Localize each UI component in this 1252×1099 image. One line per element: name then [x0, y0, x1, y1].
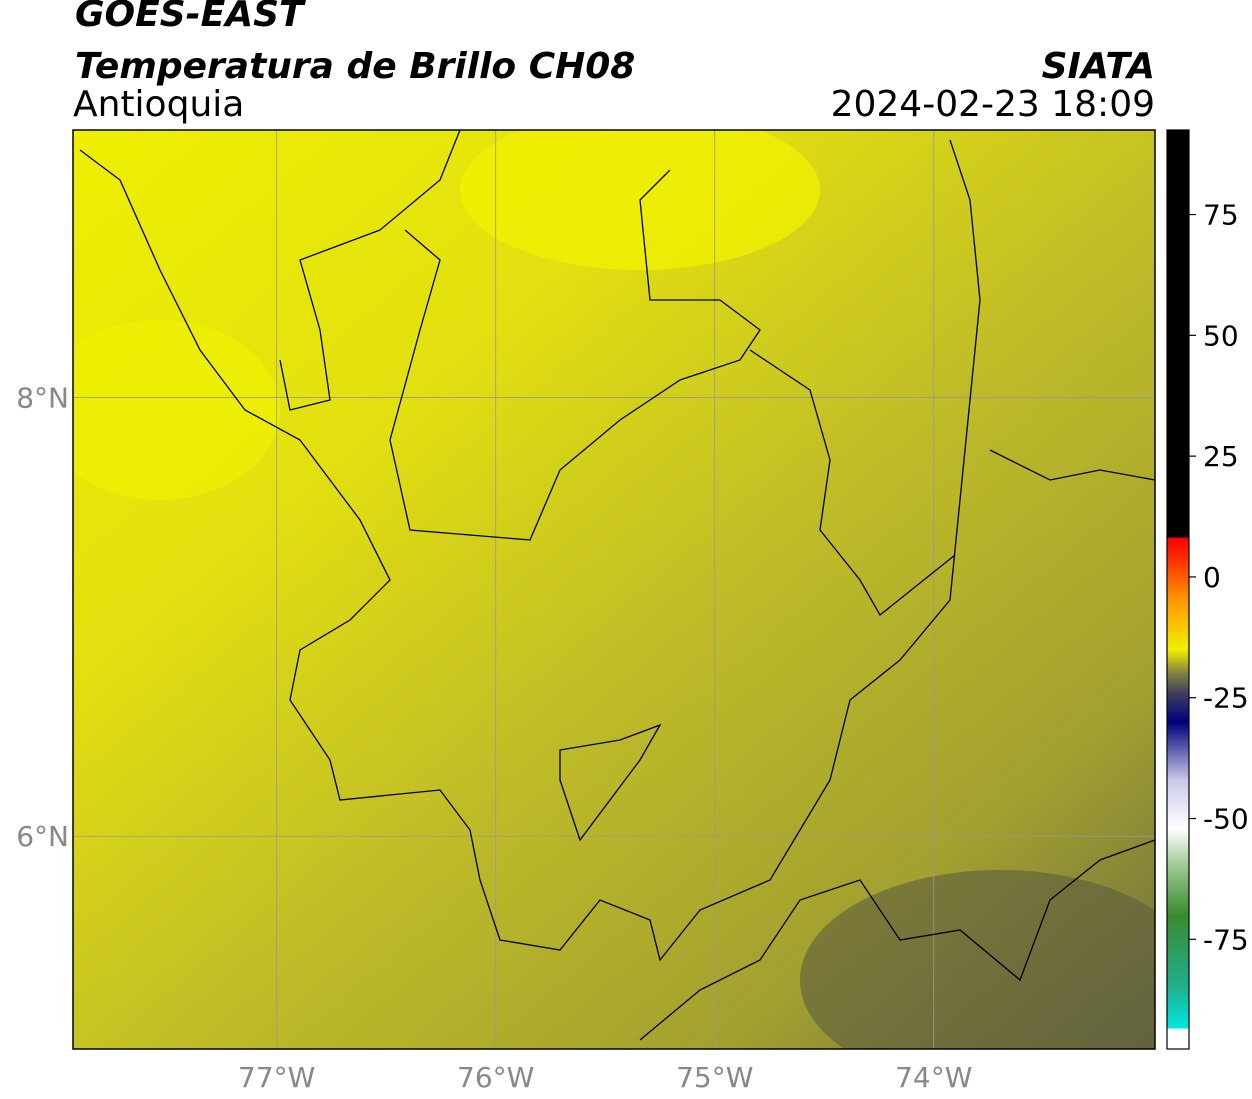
x-tick-label: 76°W [457, 1061, 534, 1094]
colorbar-tick-label: 75 [1203, 199, 1239, 232]
cold-area [800, 870, 1155, 1049]
warm-area [460, 130, 820, 270]
department-border [639, 839, 1155, 1041]
datetime: 2024-02-23 18:09 [831, 84, 1155, 125]
x-tick-label: 77°W [238, 1061, 315, 1094]
colorbar-tick-label: -25 [1203, 682, 1249, 715]
colorbar-tick-label: -50 [1203, 803, 1249, 836]
tick-labels: 77°W 76°W 75°W 74°W 8°N 6°N [16, 382, 972, 1094]
colorbar-tick-label: 25 [1203, 440, 1239, 473]
department-border [79, 139, 981, 962]
map-frame [72, 129, 1156, 1050]
y-tick-label: 8°N [16, 382, 69, 415]
grid [73, 130, 1155, 1049]
map-area [73, 130, 1155, 1049]
source: SIATA [1042, 46, 1155, 87]
x-tick-label: 75°W [676, 1061, 753, 1094]
colorbar-ticks: 75 50 25 0 -25 -50 -75 [1189, 199, 1249, 956]
department-border [389, 169, 761, 541]
colorbar-tick-label: 0 [1203, 561, 1221, 594]
colorbar-tick-label: 50 [1203, 319, 1239, 352]
department-border [559, 723, 662, 842]
title: GOES-EAST [75, 0, 306, 35]
y-tick-label: 6°N [16, 820, 69, 853]
region: Antioquia [73, 84, 244, 125]
x-tick-label: 74°W [895, 1061, 972, 1094]
colorbar [1166, 129, 1190, 1050]
department-border [749, 349, 956, 616]
colorbar-tick-label: -75 [1203, 923, 1249, 956]
subtitle: Temperatura de Brillo CH08 [75, 46, 635, 87]
warm-area [73, 320, 280, 500]
coastline [279, 130, 461, 411]
department-border [989, 449, 1155, 481]
